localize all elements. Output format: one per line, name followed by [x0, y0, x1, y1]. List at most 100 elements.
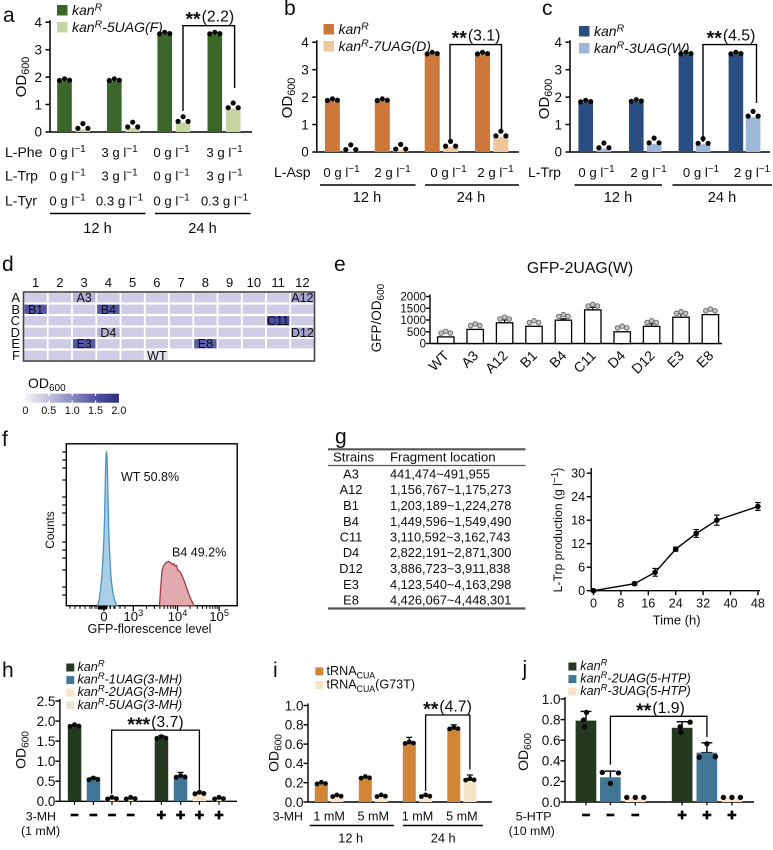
svg-text:kanR-7UAG(D): kanR-7UAG(D) [339, 38, 431, 55]
svg-text:kanR-5UAG(F): kanR-5UAG(F) [72, 19, 163, 36]
svg-text:kanR-2UAG(3-MH): kanR-2UAG(3-MH) [78, 683, 183, 700]
svg-text:6: 6 [153, 275, 160, 290]
svg-text:A3: A3 [343, 467, 359, 482]
svg-text:B4 49.2%: B4 49.2% [172, 546, 226, 560]
svg-text:11: 11 [271, 275, 285, 290]
svg-text:A12: A12 [340, 482, 363, 497]
svg-text:4: 4 [34, 15, 42, 30]
svg-text:3: 3 [301, 62, 309, 77]
svg-text:L-Trp production (g l−1): L-Trp production (g l−1) [550, 468, 565, 593]
svg-text:B1: B1 [28, 303, 43, 317]
svg-text:18: 18 [571, 514, 585, 528]
svg-text:12 h: 12 h [338, 831, 363, 846]
svg-text:**(4.7): **(4.7) [423, 699, 472, 721]
svg-text:2000: 2000 [400, 292, 426, 304]
svg-text:9: 9 [226, 275, 233, 290]
svg-text:48: 48 [751, 597, 765, 611]
svg-text:L-Phe: L-Phe [5, 144, 43, 160]
svg-text:0.8: 0.8 [285, 718, 304, 733]
svg-text:E3: E3 [343, 577, 359, 592]
svg-text:0.2: 0.2 [285, 776, 304, 791]
svg-text:1.0: 1.0 [285, 698, 304, 713]
svg-text:16: 16 [641, 597, 655, 611]
svg-text:**(4.5): **(4.5) [707, 28, 756, 50]
svg-text:2: 2 [56, 275, 63, 290]
svg-text:441,474~491,955: 441,474~491,955 [390, 467, 490, 482]
svg-text:GFP-florescence level: GFP-florescence level [88, 622, 212, 636]
svg-text:2: 2 [34, 70, 42, 85]
svg-text:GFP-2UAG(W): GFP-2UAG(W) [527, 260, 633, 277]
svg-text:a: a [3, 4, 15, 27]
svg-text:D4: D4 [343, 545, 359, 560]
svg-text:B4: B4 [101, 303, 116, 317]
svg-text:5 mM: 5 mM [446, 809, 477, 823]
svg-text:12 h: 12 h [83, 221, 111, 237]
svg-text:0: 0 [100, 609, 107, 624]
svg-text:L-Trp: L-Trp [528, 164, 561, 180]
svg-text:d: d [2, 253, 14, 276]
svg-text:f: f [2, 428, 8, 451]
svg-text:**(3.1): **(3.1) [452, 28, 501, 50]
svg-text:(10 mM): (10 mM) [509, 824, 555, 838]
svg-text:24: 24 [571, 490, 585, 504]
svg-text:g: g [335, 426, 347, 449]
svg-text:3,886,723~3,911,838: 3,886,723~3,911,838 [390, 561, 510, 576]
svg-text:0.0: 0.0 [542, 795, 561, 810]
svg-text:kanR-5UAG(3-MH): kanR-5UAG(3-MH) [78, 695, 183, 712]
svg-text:4,123,540~4,163,298: 4,123,540~4,163,298 [390, 577, 511, 592]
svg-text:1,203,189~1,224,278: 1,203,189~1,224,278 [390, 498, 511, 513]
svg-text:0.3 g l−1: 0.3 g l−1 [96, 193, 144, 209]
svg-text:0: 0 [578, 584, 585, 598]
svg-text:24: 24 [669, 597, 683, 611]
svg-text:0.4: 0.4 [542, 754, 561, 769]
svg-text:WT 50.8%: WT 50.8% [121, 470, 179, 484]
svg-text:D: D [11, 325, 20, 340]
svg-text:WT: WT [147, 349, 167, 363]
svg-text:L-Trp: L-Trp [5, 168, 38, 184]
svg-text:**(2.2): **(2.2) [185, 9, 234, 31]
svg-text:0.0: 0.0 [285, 795, 304, 810]
svg-text:Counts: Counts [43, 511, 57, 548]
svg-text:E8: E8 [198, 337, 213, 351]
svg-text:0.5: 0.5 [41, 405, 56, 417]
svg-text:6: 6 [578, 561, 585, 575]
svg-text:A: A [11, 290, 20, 305]
svg-text:3-MH: 3-MH [26, 809, 56, 823]
svg-text:12 h: 12 h [604, 190, 632, 206]
svg-text:8: 8 [617, 597, 624, 611]
svg-text:1: 1 [34, 97, 42, 112]
svg-text:Time (h): Time (h) [653, 613, 701, 628]
svg-text:A3: A3 [76, 291, 91, 305]
svg-text:8: 8 [202, 275, 209, 290]
svg-text:2: 2 [301, 90, 309, 105]
svg-text:B: B [11, 302, 20, 317]
svg-text:0: 0 [22, 405, 28, 417]
svg-text:3,110,592~3,162,743: 3,110,592~3,162,743 [390, 530, 510, 545]
svg-text:GFP/OD600: GFP/OD600 [369, 283, 387, 352]
svg-text:kanR-1UAG(3-MH): kanR-1UAG(3-MH) [78, 670, 183, 687]
svg-text:kanR-3UAG(5-HTP): kanR-3UAG(5-HTP) [580, 682, 690, 699]
svg-text:1 mM: 1 mM [402, 809, 433, 823]
svg-text:Fragment location: Fragment location [390, 450, 496, 465]
svg-text:j: j [522, 658, 528, 681]
svg-text:L-Tyr: L-Tyr [5, 193, 37, 209]
svg-text:**(1.9): **(1.9) [636, 700, 685, 722]
svg-text:0: 0 [420, 339, 426, 351]
svg-text:12 h: 12 h [353, 190, 381, 206]
svg-text:0: 0 [34, 125, 42, 140]
svg-text:24 h: 24 h [188, 221, 216, 237]
svg-text:A12: A12 [291, 291, 313, 305]
svg-text:E: E [11, 336, 20, 351]
svg-text:kanR-2UAG(5-HTP): kanR-2UAG(5-HTP) [580, 669, 690, 686]
svg-text:5-HTP: 5-HTP [516, 809, 552, 823]
svg-text:1.0: 1.0 [542, 692, 561, 707]
svg-text:0.6: 0.6 [542, 733, 561, 748]
svg-text:24 h: 24 h [431, 831, 456, 846]
svg-text:0: 0 [590, 597, 597, 611]
svg-text:1.0: 1.0 [37, 754, 56, 769]
svg-text:5: 5 [129, 275, 136, 290]
svg-text:4: 4 [105, 275, 112, 290]
svg-text:F: F [12, 348, 20, 363]
svg-text:24 h: 24 h [708, 190, 736, 206]
svg-text:4: 4 [301, 35, 309, 50]
